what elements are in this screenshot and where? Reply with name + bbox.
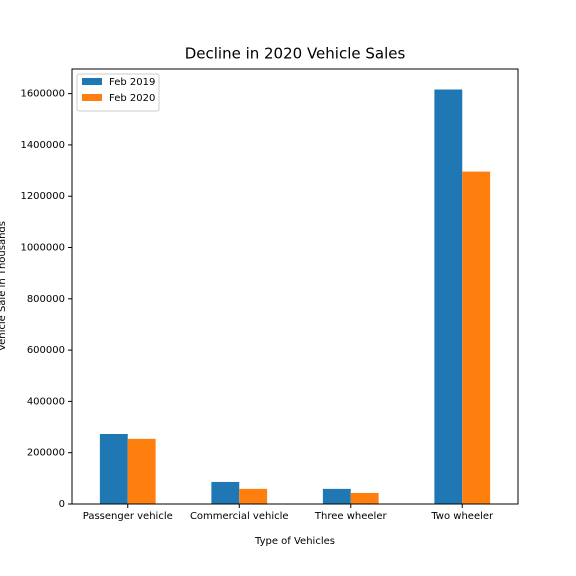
plot-frame [71,68,519,505]
y-tick-label: 1600000 [20,89,65,100]
x-tick-label: Three wheeler [314,511,388,522]
bar [211,481,240,504]
bar [127,438,156,504]
chart-title: Decline in 2020 Vehicle Sales [185,45,406,63]
y-axis-label: Vehicle Sale in Thousands [0,221,8,351]
x-tick-label: Two wheeler [430,511,494,522]
y-tick-label: 1000000 [20,243,65,254]
y-tick-label: 1200000 [20,191,65,202]
bar [434,89,463,505]
y-tick-label: 800000 [27,294,65,305]
bar [239,488,268,504]
bar [462,171,491,504]
legend-label: Feb 2020 [109,93,155,104]
bar [322,488,351,504]
legend-swatch [82,78,102,85]
y-tick-label: 0 [59,499,65,510]
legend-label: Feb 2019 [109,77,155,88]
y-tick-label: 1400000 [20,140,65,151]
y-tick-label: 200000 [27,448,65,459]
bar [350,492,379,504]
legend-swatch [82,94,102,101]
x-axis-label: Type of Vehicles [254,536,335,547]
x-tick-label: Passenger vehicle [83,511,173,522]
x-tick-label: Commercial vehicle [190,511,289,522]
bar [99,433,128,504]
y-tick-label: 400000 [27,396,65,407]
y-tick-label: 600000 [27,345,65,356]
